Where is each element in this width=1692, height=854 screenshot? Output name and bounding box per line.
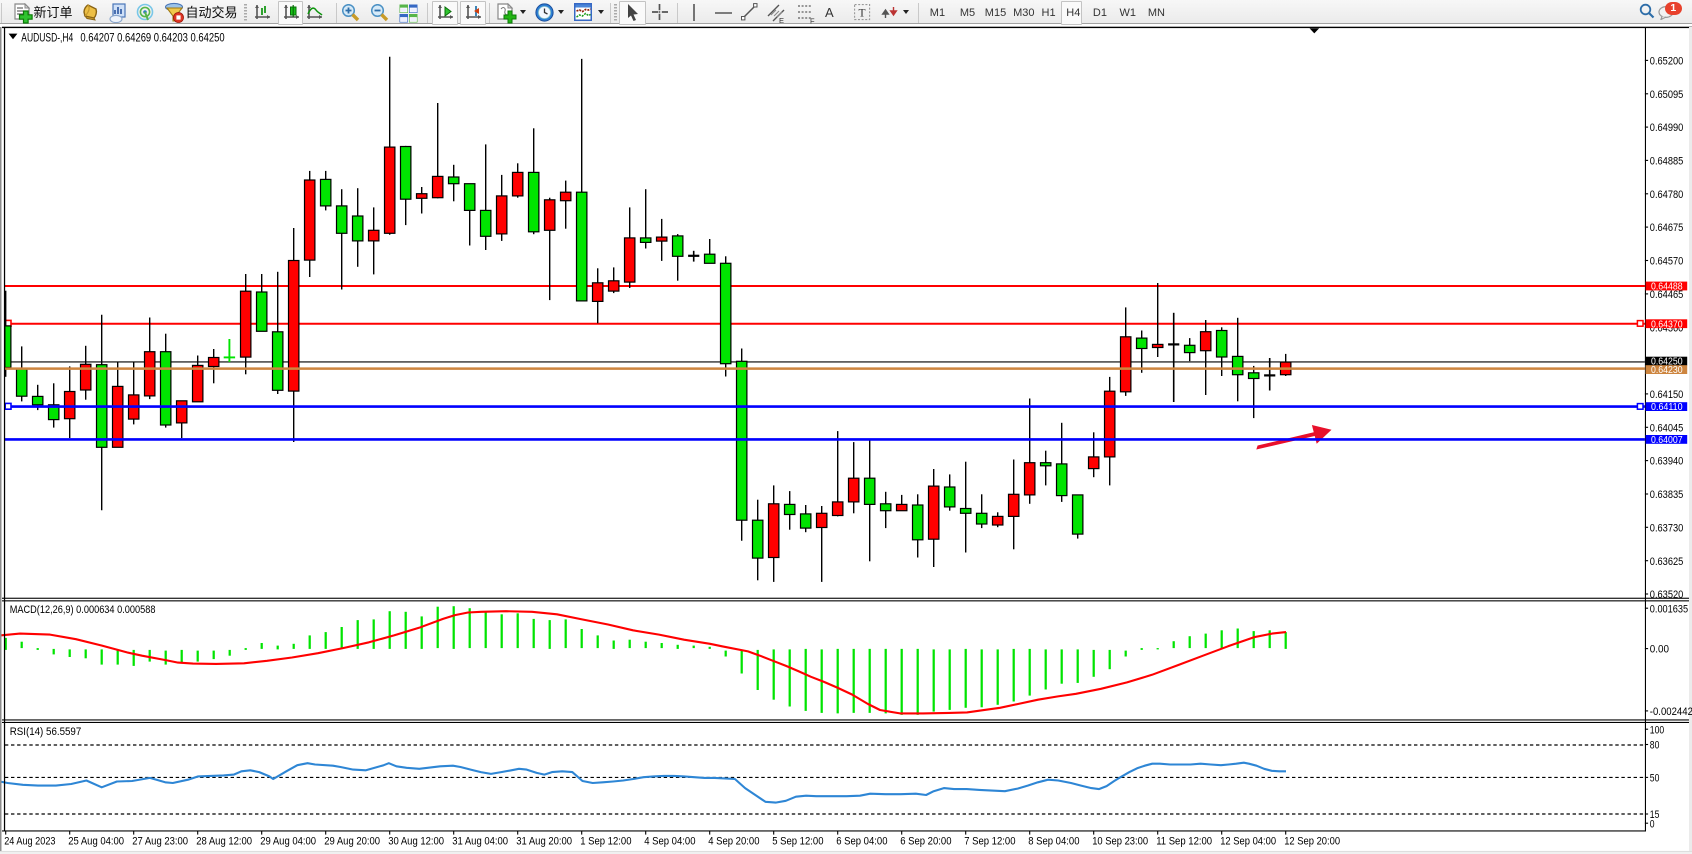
svg-text:80: 80 [1650, 740, 1660, 752]
svg-text:E: E [779, 16, 784, 25]
svg-text:0: 0 [1650, 818, 1655, 830]
svg-text:100: 100 [1650, 724, 1664, 736]
svg-text:0.64990: 0.64990 [1650, 122, 1684, 134]
svg-text:12 Sep 20:00: 12 Sep 20:00 [1284, 835, 1340, 847]
svg-text:0.63625: 0.63625 [1650, 556, 1684, 568]
svg-text:0.64780: 0.64780 [1650, 189, 1684, 201]
svg-text:0.64675: 0.64675 [1650, 222, 1684, 234]
svg-text:11 Sep 12:00: 11 Sep 12:00 [1156, 835, 1212, 847]
svg-text:0.64465: 0.64465 [1650, 289, 1684, 301]
svg-text:15: 15 [1650, 809, 1660, 821]
svg-text:1 Sep 12:00: 1 Sep 12:00 [580, 835, 631, 847]
svg-text:31 Aug 20:00: 31 Aug 20:00 [516, 835, 572, 847]
svg-text:0.65200: 0.65200 [1650, 56, 1684, 68]
svg-text:0.64045: 0.64045 [1650, 422, 1684, 434]
svg-text:T: T [859, 8, 866, 20]
svg-text:0.001635: 0.001635 [1650, 603, 1688, 615]
svg-text:0.64230: 0.64230 [1651, 365, 1683, 376]
svg-text:0.64570: 0.64570 [1650, 256, 1684, 268]
svg-text:4 Sep 20:00: 4 Sep 20:00 [708, 835, 759, 847]
svg-text:-0.002442: -0.002442 [1650, 706, 1692, 718]
svg-text:0.64370: 0.64370 [1651, 319, 1683, 330]
svg-text:7 Sep 12:00: 7 Sep 12:00 [964, 835, 1015, 847]
svg-text:0.64207 0.64269 0.64203 0.6425: 0.64207 0.64269 0.64203 0.64250 [80, 31, 224, 44]
svg-text:50: 50 [1650, 773, 1660, 785]
svg-text:0.63730: 0.63730 [1650, 522, 1684, 534]
svg-text:30 Aug 12:00: 30 Aug 12:00 [388, 835, 444, 847]
svg-text:27 Aug 23:00: 27 Aug 23:00 [132, 835, 188, 847]
svg-text:0.64150: 0.64150 [1650, 389, 1684, 401]
svg-text:5 Sep 12:00: 5 Sep 12:00 [772, 835, 823, 847]
svg-text:0.64007: 0.64007 [1651, 435, 1683, 446]
svg-text:0.00: 0.00 [1650, 644, 1669, 656]
svg-text:29 Aug 20:00: 29 Aug 20:00 [324, 835, 380, 847]
svg-text:0.63940: 0.63940 [1650, 456, 1684, 468]
svg-text:12 Sep 04:00: 12 Sep 04:00 [1220, 835, 1276, 847]
svg-text:25 Aug 04:00: 25 Aug 04:00 [68, 835, 124, 847]
svg-text:28 Aug 12:00: 28 Aug 12:00 [196, 835, 252, 847]
svg-text:0.64885: 0.64885 [1650, 156, 1684, 168]
svg-text:AUDUSD-,H4: AUDUSD-,H4 [21, 30, 73, 44]
svg-text:24 Aug 2023: 24 Aug 2023 [4, 835, 55, 847]
svg-text:31 Aug 04:00: 31 Aug 04:00 [452, 835, 508, 847]
svg-text:0.64250: 0.64250 [1651, 357, 1683, 368]
svg-text:10 Sep 23:00: 10 Sep 23:00 [1092, 835, 1148, 847]
svg-text:0.63835: 0.63835 [1650, 489, 1684, 501]
svg-text:F: F [810, 17, 815, 26]
svg-text:MACD(12,26,9) 0.000634 0.00058: MACD(12,26,9) 0.000634 0.000588 [10, 604, 156, 616]
svg-text:4 Sep 04:00: 4 Sep 04:00 [644, 835, 695, 847]
svg-text:0.64488: 0.64488 [1651, 282, 1683, 293]
svg-text:29 Aug 04:00: 29 Aug 04:00 [260, 835, 316, 847]
svg-text:0.65095: 0.65095 [1650, 89, 1684, 101]
svg-text:6 Sep 20:00: 6 Sep 20:00 [900, 835, 951, 847]
svg-text:6 Sep 04:00: 6 Sep 04:00 [836, 835, 887, 847]
svg-text:0.63520: 0.63520 [1650, 589, 1684, 601]
svg-text:RSI(14) 56.5597: RSI(14) 56.5597 [10, 726, 82, 738]
svg-text:0.64110: 0.64110 [1651, 402, 1683, 413]
svg-text:8 Sep 04:00: 8 Sep 04:00 [1028, 835, 1079, 847]
